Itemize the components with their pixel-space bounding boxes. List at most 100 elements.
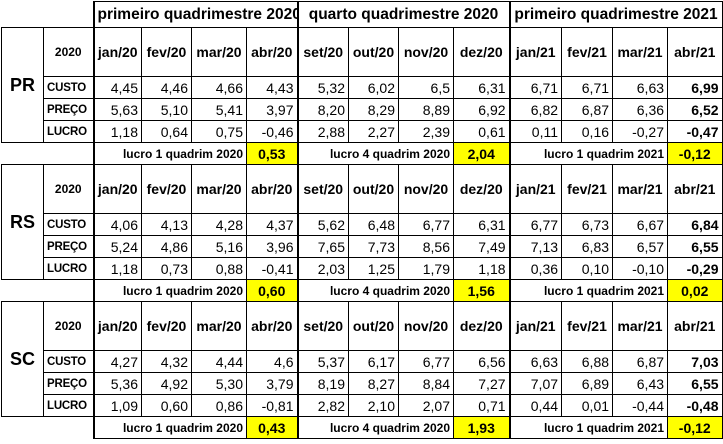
value-cell[interactable]: 1,18 xyxy=(92,257,142,280)
value-cell[interactable]: 6,77 xyxy=(508,213,563,236)
value-cell[interactable]: 0,16 xyxy=(561,120,614,143)
value-cell[interactable]: 7,13 xyxy=(508,235,563,258)
value-cell[interactable]: 4,32 xyxy=(141,350,192,373)
value-cell[interactable]: 4,66 xyxy=(191,76,247,99)
value-cell[interactable]: 7,27 xyxy=(452,372,511,395)
value-cell[interactable]: 6,57 xyxy=(612,235,669,258)
summary-label-cell[interactable]: lucro 1 quadrim 2021 xyxy=(508,416,669,439)
month-header-cell[interactable]: fev/20 xyxy=(141,164,192,214)
value-cell[interactable]: 6,71 xyxy=(561,76,614,99)
month-header-cell[interactable]: abr/20 xyxy=(246,164,298,214)
value-cell[interactable]: 1,09 xyxy=(92,394,142,417)
value-cell[interactable]: 6,43 xyxy=(612,372,669,395)
summary-value-cell[interactable]: 0,53 xyxy=(246,142,298,165)
value-cell[interactable]: -0,41 xyxy=(246,257,298,280)
value-cell[interactable]: 3,79 xyxy=(246,372,298,395)
value-cell[interactable]: 4,43 xyxy=(246,76,298,99)
value-cell[interactable]: 2,39 xyxy=(398,120,454,143)
year-cell[interactable]: 2020 xyxy=(43,164,94,214)
value-cell[interactable]: 5,37 xyxy=(296,350,349,373)
value-cell[interactable]: 7,49 xyxy=(452,235,511,258)
summary-label-cell[interactable]: lucro 4 quadrim 2020 xyxy=(296,142,454,165)
value-cell[interactable]: 4,86 xyxy=(141,235,192,258)
value-cell[interactable]: 0,60 xyxy=(141,394,192,417)
month-header-cell[interactable]: nov/20 xyxy=(398,27,454,77)
value-cell[interactable]: 0,44 xyxy=(508,394,563,417)
value-cell[interactable]: 6,67 xyxy=(612,213,669,236)
month-header-cell[interactable]: jan/20 xyxy=(92,164,142,214)
summary-label-cell[interactable]: lucro 4 quadrim 2020 xyxy=(296,416,454,439)
summary-label-cell[interactable]: lucro 1 quadrim 2020 xyxy=(92,416,247,439)
month-header-cell[interactable]: set/20 xyxy=(296,164,349,214)
value-cell[interactable]: 6,52 xyxy=(667,98,723,121)
month-header-cell[interactable]: dez/20 xyxy=(452,27,511,77)
month-header-cell[interactable]: mar/21 xyxy=(612,301,669,351)
month-header-cell[interactable]: mar/20 xyxy=(191,164,247,214)
month-header-cell[interactable]: fev/21 xyxy=(561,164,614,214)
value-cell[interactable]: 6,83 xyxy=(561,235,614,258)
value-cell[interactable]: 4,44 xyxy=(191,350,247,373)
value-cell[interactable]: 6,84 xyxy=(667,213,723,236)
value-cell[interactable]: 5,24 xyxy=(92,235,142,258)
month-header-cell[interactable]: abr/21 xyxy=(667,164,723,214)
summary-label-cell[interactable]: lucro 1 quadrim 2020 xyxy=(92,142,247,165)
value-cell[interactable]: 0,64 xyxy=(141,120,192,143)
metric-label-cell[interactable]: CUSTO xyxy=(43,350,94,373)
value-cell[interactable]: 7,07 xyxy=(508,372,563,395)
value-cell[interactable]: 6,63 xyxy=(612,76,669,99)
value-cell[interactable]: -0,48 xyxy=(667,394,723,417)
value-cell[interactable]: 0,86 xyxy=(191,394,247,417)
value-cell[interactable]: 1,25 xyxy=(348,257,399,280)
state-label-cell[interactable]: SC xyxy=(1,301,44,417)
metric-label-cell[interactable]: LUCRO xyxy=(43,257,94,280)
value-cell[interactable]: 6,48 xyxy=(348,213,399,236)
value-cell[interactable]: 5,63 xyxy=(92,98,142,121)
month-header-cell[interactable]: fev/21 xyxy=(561,301,614,351)
month-header-cell[interactable]: set/20 xyxy=(296,27,349,77)
value-cell[interactable]: 0,61 xyxy=(452,120,511,143)
value-cell[interactable]: 4,45 xyxy=(92,76,142,99)
value-cell[interactable]: 6,73 xyxy=(561,213,614,236)
month-header-cell[interactable]: fev/20 xyxy=(141,301,192,351)
value-cell[interactable]: 4,28 xyxy=(191,213,247,236)
value-cell[interactable]: 4,37 xyxy=(246,213,298,236)
summary-value-cell[interactable]: -0,12 xyxy=(667,142,723,165)
value-cell[interactable]: 0,10 xyxy=(561,257,614,280)
year-cell[interactable]: 2020 xyxy=(43,27,94,77)
value-cell[interactable]: -0,81 xyxy=(246,394,298,417)
month-header-cell[interactable]: out/20 xyxy=(348,27,399,77)
summary-value-cell[interactable]: 2,04 xyxy=(452,142,511,165)
month-header-cell[interactable]: set/20 xyxy=(296,301,349,351)
value-cell[interactable]: -0,44 xyxy=(612,394,669,417)
month-header-cell[interactable]: fev/21 xyxy=(561,27,614,77)
month-header-cell[interactable]: mar/20 xyxy=(191,301,247,351)
value-cell[interactable]: 0,73 xyxy=(141,257,192,280)
value-cell[interactable]: 8,19 xyxy=(296,372,349,395)
value-cell[interactable]: 6,63 xyxy=(508,350,563,373)
month-header-cell[interactable]: mar/20 xyxy=(191,27,247,77)
value-cell[interactable]: 4,46 xyxy=(141,76,192,99)
value-cell[interactable]: 2,10 xyxy=(348,394,399,417)
month-header-cell[interactable]: out/20 xyxy=(348,164,399,214)
value-cell[interactable]: 8,56 xyxy=(398,235,454,258)
value-cell[interactable]: 6,77 xyxy=(398,350,454,373)
month-header-cell[interactable]: out/20 xyxy=(348,301,399,351)
value-cell[interactable]: 6,71 xyxy=(508,76,563,99)
value-cell[interactable]: 6,02 xyxy=(348,76,399,99)
value-cell[interactable]: 3,97 xyxy=(246,98,298,121)
value-cell[interactable]: 4,27 xyxy=(92,350,142,373)
value-cell[interactable]: -0,27 xyxy=(612,120,669,143)
value-cell[interactable]: 6,5 xyxy=(398,76,454,99)
summary-value-cell[interactable]: 1,93 xyxy=(452,416,511,439)
value-cell[interactable]: 5,32 xyxy=(296,76,349,99)
value-cell[interactable]: 8,84 xyxy=(398,372,454,395)
value-cell[interactable]: -0,29 xyxy=(667,257,723,280)
metric-label-cell[interactable]: PREÇO xyxy=(43,98,94,121)
month-header-cell[interactable]: jan/20 xyxy=(92,301,142,351)
month-header-cell[interactable]: jan/21 xyxy=(508,27,563,77)
summary-value-cell[interactable]: 0,60 xyxy=(246,279,298,302)
value-cell[interactable]: 4,06 xyxy=(92,213,142,236)
value-cell[interactable]: 0,01 xyxy=(561,394,614,417)
value-cell[interactable]: 2,07 xyxy=(398,394,454,417)
value-cell[interactable]: 7,65 xyxy=(296,235,349,258)
